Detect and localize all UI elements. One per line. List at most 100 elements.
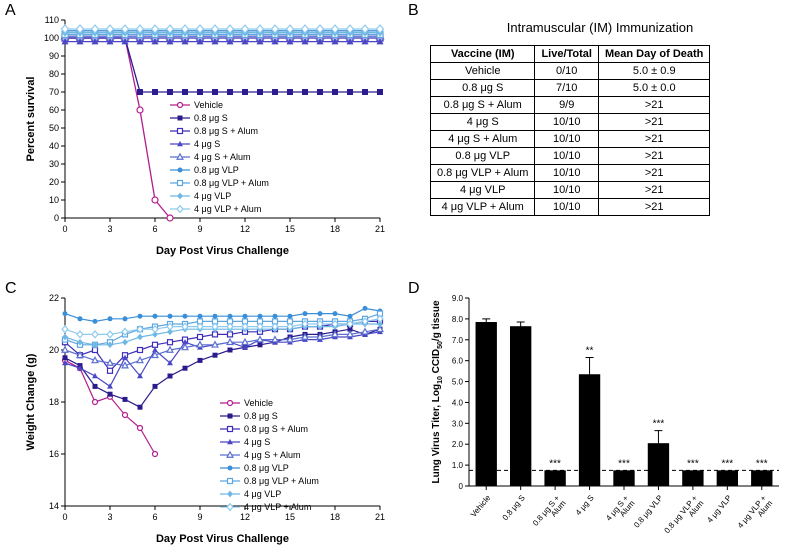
svg-text:0: 0 — [62, 512, 67, 522]
table-row: 0.8 μg S + Alum9/9>21 — [431, 97, 710, 114]
svg-text:***: *** — [618, 458, 630, 469]
svg-text:70: 70 — [49, 87, 59, 97]
svg-text:40: 40 — [49, 141, 59, 151]
svg-text:0.8 μg VLP + Alum: 0.8 μg VLP + Alum — [244, 476, 319, 486]
svg-text:0.8 μg VLP: 0.8 μg VLP — [244, 463, 289, 473]
svg-text:0.8 μg VLP + Alum: 0.8 μg VLP + Alum — [194, 178, 269, 188]
svg-text:4 μg VLP + Alum: 4 μg VLP + Alum — [194, 204, 261, 214]
panel-d-label: D — [408, 280, 420, 298]
svg-text:18: 18 — [330, 512, 340, 522]
svg-text:***: *** — [653, 419, 665, 430]
svg-text:Vehicle: Vehicle — [469, 493, 493, 519]
svg-text:9.0: 9.0 — [452, 294, 464, 303]
svg-text:2.0: 2.0 — [452, 440, 464, 449]
svg-text:110: 110 — [45, 15, 59, 25]
svg-text:0.8 μg S + Alum: 0.8 μg S + Alum — [244, 424, 308, 434]
table-row: 4 μg S10/10>21 — [431, 114, 710, 131]
svg-text:18: 18 — [49, 397, 59, 407]
svg-text:15: 15 — [285, 512, 295, 522]
svg-text:Lung Virus Titer, Log10 CCID50: Lung Virus Titer, Log10 CCID50/g tissue — [431, 300, 444, 483]
svg-text:4 μg S: 4 μg S — [194, 139, 220, 149]
svg-text:3: 3 — [107, 512, 112, 522]
svg-text:50: 50 — [49, 123, 59, 133]
svg-text:0: 0 — [62, 224, 67, 234]
svg-text:Weight Change (g): Weight Change (g) — [25, 353, 37, 450]
svg-text:21: 21 — [375, 224, 385, 234]
svg-text:20: 20 — [49, 177, 59, 187]
panel-c-label: C — [5, 280, 17, 298]
svg-text:14: 14 — [49, 501, 59, 511]
svg-text:4 μg S +Alum: 4 μg S +Alum — [604, 493, 637, 527]
svg-text:***: *** — [756, 458, 768, 469]
panel-a-chart: 0 10 20 30 40 50 60 70 80 90 100 110 0 3 6 9 12 15 18 21 Per… — [20, 10, 390, 260]
svg-text:10: 10 — [49, 195, 59, 205]
svg-text:0.8 μg S +Alum: 0.8 μg S +Alum — [531, 493, 568, 532]
svg-text:60: 60 — [49, 105, 59, 115]
svg-text:0.8 μg S + Alum: 0.8 μg S + Alum — [194, 126, 258, 136]
panel-c-chart: 14 16 18 20 22 0 3 6 9 12 15 18 21 Weight Change (g) D… — [20, 288, 390, 548]
svg-text:4 μg VLP: 4 μg VLP — [705, 493, 733, 524]
panel-b-table: Vaccine (IM)Live/TotalMean Day of DeathV… — [430, 45, 710, 216]
panel-a-label: A — [5, 2, 16, 20]
svg-text:***: *** — [549, 458, 561, 469]
table-row: 0.8 μg VLP + Alum10/10>21 — [431, 165, 710, 182]
svg-text:3: 3 — [107, 224, 112, 234]
svg-text:4 μg VLP: 4 μg VLP — [194, 191, 231, 201]
svg-text:9: 9 — [197, 224, 202, 234]
svg-text:6.0: 6.0 — [452, 357, 464, 366]
svg-text:0.8 μg S: 0.8 μg S — [244, 411, 278, 421]
svg-text:0: 0 — [459, 482, 464, 491]
table-header: Mean Day of Death — [598, 46, 709, 63]
svg-text:0.8 μg VLP: 0.8 μg VLP — [632, 493, 664, 529]
svg-text:22: 22 — [49, 293, 59, 303]
table-row: 0.8 μg VLP10/10>21 — [431, 148, 710, 165]
svg-text:4 μg S + Alum: 4 μg S + Alum — [194, 152, 250, 162]
svg-text:4 μg VLP: 4 μg VLP — [244, 489, 281, 499]
table-row: Vehicle0/105.0 ± 0.9 — [431, 63, 710, 80]
svg-text:Day Post Virus Challenge: Day Post Virus Challenge — [156, 533, 289, 545]
svg-text:30: 30 — [49, 159, 59, 169]
svg-text:100: 100 — [44, 33, 59, 43]
svg-text:1.0: 1.0 — [452, 461, 464, 470]
svg-text:7.0: 7.0 — [452, 336, 464, 345]
table-row: 0.8 μg S7/105.0 ± 0.0 — [431, 80, 710, 97]
table-row: 4 μg S + Alum10/10>21 — [431, 131, 710, 148]
table-header: Live/Total — [535, 46, 599, 63]
svg-text:0.8 μg S: 0.8 μg S — [501, 493, 527, 522]
svg-text:80: 80 — [49, 69, 59, 79]
svg-text:Day Post Virus Challenge: Day Post Virus Challenge — [156, 245, 289, 257]
svg-text:8.0: 8.0 — [452, 315, 464, 324]
svg-text:6: 6 — [152, 224, 157, 234]
svg-text:4 μg S: 4 μg S — [574, 493, 596, 517]
svg-text:0.8 μg VLP +Alum: 0.8 μg VLP +Alum — [663, 493, 706, 540]
svg-text:4 μg S + Alum: 4 μg S + Alum — [244, 450, 300, 460]
svg-text:***: *** — [721, 458, 733, 469]
table-row: 4 μg VLP + Alum10/10>21 — [431, 199, 710, 216]
svg-text:***: *** — [687, 458, 699, 469]
svg-text:3.0: 3.0 — [452, 419, 464, 428]
svg-text:4 μg VLP +Alum: 4 μg VLP +Alum — [736, 493, 775, 535]
svg-text:0.8 μg VLP: 0.8 μg VLP — [194, 165, 239, 175]
svg-text:18: 18 — [330, 224, 340, 234]
panel-b-label: B — [408, 2, 419, 20]
panel-b-title: Intramuscular (IM) Immunization — [430, 20, 770, 35]
svg-text:Vehicle: Vehicle — [194, 100, 223, 110]
svg-text:21: 21 — [375, 512, 385, 522]
panel-d-chart: 01.02.03.04.05.06.07.08.09.0Vehicle0.8 μ… — [425, 288, 785, 548]
svg-text:**: ** — [586, 346, 594, 357]
svg-text:16: 16 — [49, 449, 59, 459]
table-header: Vaccine (IM) — [431, 46, 535, 63]
svg-text:6: 6 — [152, 512, 157, 522]
svg-text:12: 12 — [240, 512, 250, 522]
svg-text:5.0: 5.0 — [452, 378, 464, 387]
svg-text:Vehicle: Vehicle — [244, 398, 273, 408]
svg-text:15: 15 — [285, 224, 295, 234]
svg-text:90: 90 — [49, 51, 59, 61]
svg-text:9: 9 — [197, 512, 202, 522]
svg-text:0.8 μg S: 0.8 μg S — [194, 113, 228, 123]
svg-text:0: 0 — [54, 213, 59, 223]
svg-text:Percent survival: Percent survival — [25, 77, 37, 162]
svg-text:12: 12 — [240, 224, 250, 234]
svg-text:20: 20 — [49, 345, 59, 355]
table-row: 4 μg VLP10/10>21 — [431, 182, 710, 199]
